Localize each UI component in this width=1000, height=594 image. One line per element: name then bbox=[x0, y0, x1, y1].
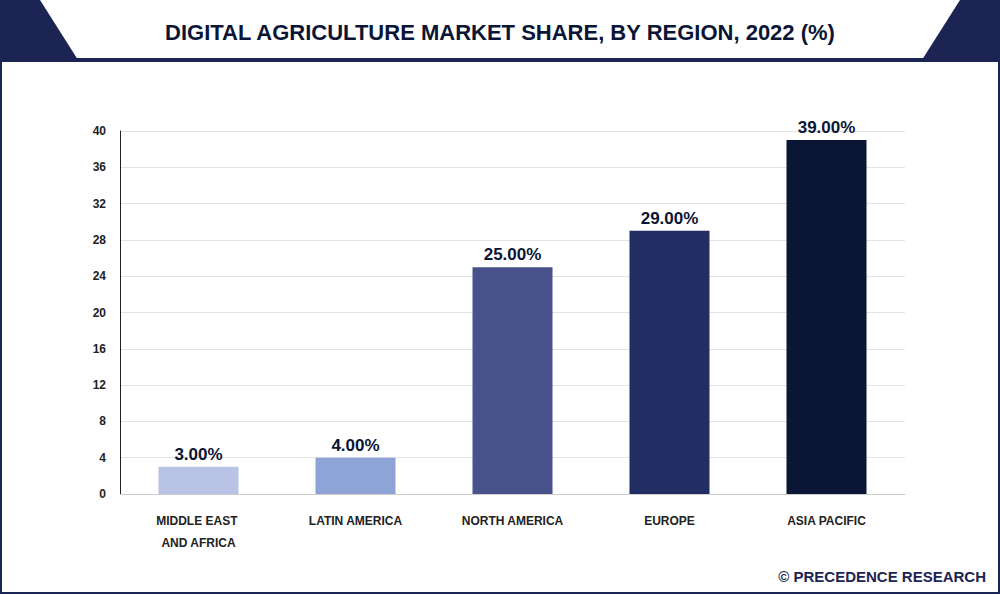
svg-text:ASIA PACIFIC: ASIA PACIFIC bbox=[787, 514, 866, 528]
svg-text:16: 16 bbox=[93, 342, 107, 356]
svg-text:EUROPE: EUROPE bbox=[644, 514, 695, 528]
svg-text:36: 36 bbox=[93, 160, 107, 174]
svg-text:20: 20 bbox=[93, 306, 107, 320]
svg-text:39.00%: 39.00% bbox=[798, 118, 856, 137]
svg-text:32: 32 bbox=[93, 197, 107, 211]
svg-text:4: 4 bbox=[99, 451, 106, 465]
svg-text:© PRECEDENCE RESEARCH: © PRECEDENCE RESEARCH bbox=[778, 568, 986, 585]
svg-text:LATIN AMERICA: LATIN AMERICA bbox=[309, 514, 403, 528]
svg-text:AND AFRICA: AND AFRICA bbox=[161, 536, 236, 550]
svg-text:25.00%: 25.00% bbox=[484, 245, 542, 264]
svg-text:4.00%: 4.00% bbox=[331, 436, 379, 455]
svg-text:0: 0 bbox=[99, 487, 106, 501]
svg-text:28: 28 bbox=[93, 233, 107, 247]
svg-text:29.00%: 29.00% bbox=[641, 209, 699, 228]
svg-text:MIDDLE EAST: MIDDLE EAST bbox=[156, 514, 241, 528]
svg-text:12: 12 bbox=[93, 378, 107, 392]
svg-text:NORTH AMERICA: NORTH AMERICA bbox=[462, 514, 564, 528]
svg-text:24: 24 bbox=[93, 269, 107, 283]
svg-text:3.00%: 3.00% bbox=[174, 445, 222, 464]
svg-text:DIGITAL AGRICULTURE MARKET SHA: DIGITAL AGRICULTURE MARKET SHARE, BY REG… bbox=[165, 20, 835, 45]
svg-text:8: 8 bbox=[99, 414, 106, 428]
svg-text:40: 40 bbox=[93, 124, 107, 138]
